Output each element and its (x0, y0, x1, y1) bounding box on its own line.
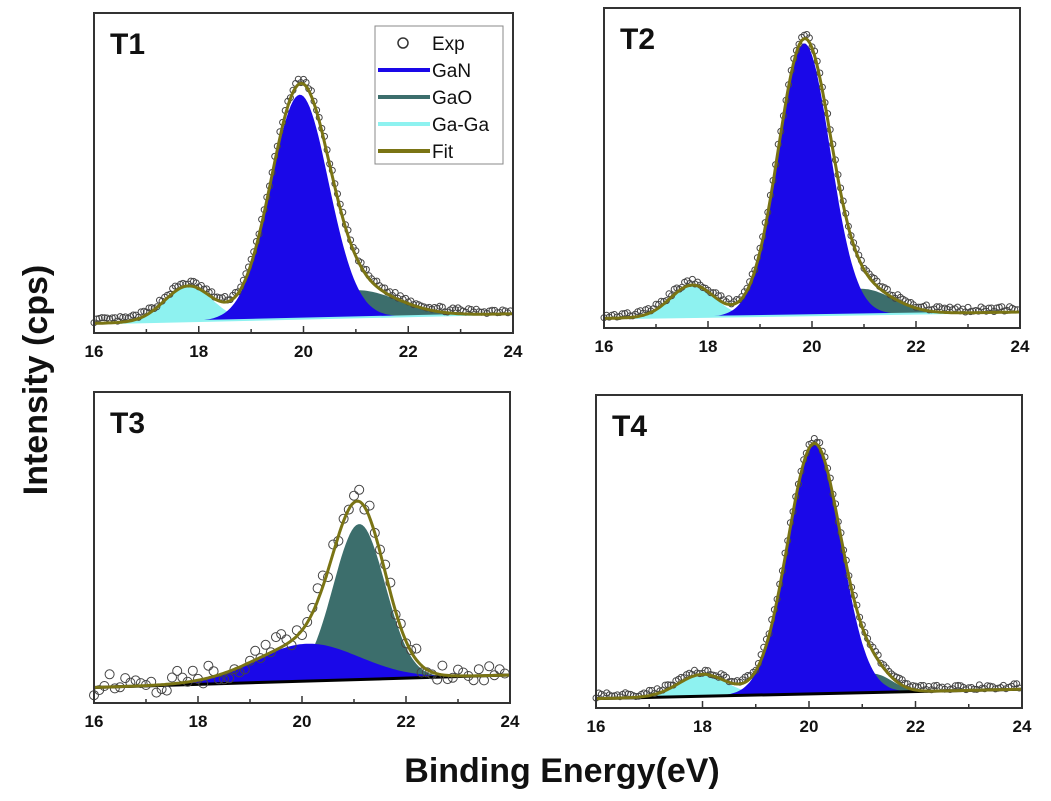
component-gan-area (596, 443, 1022, 699)
component-ga-ga-area (596, 674, 1022, 699)
exp-point (250, 645, 261, 656)
legend: Exp GaN GaO Ga-Ga Fit (374, 25, 504, 165)
exp-point (260, 639, 271, 650)
exp-point (416, 667, 427, 678)
exp-point (135, 678, 146, 689)
x-axis-label: Binding Energy(eV) (404, 752, 719, 790)
exp-point (208, 288, 216, 296)
panel-t4: 16 18 20 22 24 T4 (587, 394, 1032, 736)
exp-point (995, 303, 1003, 311)
exp-point (951, 682, 959, 690)
exp-point (652, 300, 660, 308)
legend-entry: Ga-Ga (432, 115, 489, 136)
fit-line (604, 37, 1020, 320)
component-gan-area (604, 43, 1020, 319)
x-tick-label: 20 (803, 337, 822, 356)
exp-point (161, 685, 172, 696)
exp-point (354, 484, 365, 495)
fit-line (94, 499, 511, 689)
exp-point (203, 660, 214, 671)
exp-point (276, 629, 287, 640)
exp-point (265, 647, 276, 658)
exp-point (473, 664, 484, 675)
exp-point (343, 504, 354, 515)
exp-point (453, 664, 463, 675)
x-tick-label: 22 (399, 342, 418, 361)
x-tick-label: 24 (501, 712, 520, 731)
exp-point (661, 681, 669, 689)
y-axis-label: Intensity (cps) (17, 265, 55, 495)
x-tick-label: 22 (907, 337, 926, 356)
legend-marker-exp (397, 37, 409, 49)
component-gan-area (94, 643, 510, 688)
x-tick-label: 18 (699, 337, 718, 356)
x-tick-label: 24 (1011, 337, 1030, 356)
exp-point (1010, 680, 1018, 688)
background-line (93, 312, 514, 325)
exp-point (229, 664, 240, 675)
x-tick-label: 20 (294, 342, 313, 361)
exp-point (411, 643, 422, 654)
exp-point (219, 674, 229, 685)
exp-point (137, 308, 145, 316)
fit-line (93, 81, 513, 325)
x-tick-label: 18 (189, 342, 208, 361)
exp-point (167, 672, 177, 683)
x-tick-label: 16 (595, 337, 614, 356)
x-tick-label: 24 (504, 342, 523, 361)
x-tick-label: 22 (906, 717, 925, 736)
exp-point (130, 675, 141, 686)
exp-point (151, 687, 162, 698)
legend-entry: GaN (432, 61, 471, 82)
x-tick-label: 16 (85, 342, 104, 361)
panel-label: T4 (612, 410, 647, 443)
exp-point (145, 304, 153, 312)
x-tick-label: 18 (189, 712, 208, 731)
fit-line (596, 441, 1023, 701)
exp-point (484, 661, 495, 672)
panel-label: T3 (110, 407, 145, 440)
exp-point (172, 665, 183, 676)
panel-label: T2 (620, 23, 655, 56)
panel-label: T1 (110, 28, 145, 61)
x-tick-label: 20 (800, 717, 819, 736)
exp-point (224, 673, 235, 684)
exp-point (391, 289, 399, 296)
exp-point (98, 314, 106, 322)
exp-point (447, 672, 458, 683)
x-tick-label: 20 (293, 712, 312, 731)
exp-point (437, 660, 448, 671)
exp-point (645, 686, 653, 694)
panel-t2: 16 18 20 22 24 T2 (595, 7, 1030, 356)
exp-point (271, 632, 281, 643)
legend-entry: Fit (432, 142, 454, 163)
exp-point (883, 285, 891, 293)
exp-point (187, 665, 198, 676)
exp-point (302, 617, 313, 627)
exp-point (349, 490, 359, 501)
legend-entry: GaO (432, 88, 472, 109)
exp-point (104, 669, 115, 680)
x-tick-label: 16 (587, 717, 606, 736)
exp-point (917, 682, 925, 689)
exp-point (108, 314, 116, 322)
panel-t3: 16 18 20 22 24 T3 (85, 391, 520, 731)
x-tick-label: 16 (85, 712, 104, 731)
x-tick-label: 22 (397, 712, 416, 731)
panel-t1: 16 18 20 22 24 T1 Exp GaN GaO Ga-Ga Fit (85, 12, 523, 361)
component-gan-area (94, 94, 513, 324)
x-tick-label: 24 (1013, 717, 1032, 736)
component-gao-area (604, 288, 1020, 319)
legend-entry: Exp (432, 34, 465, 55)
exp-point (101, 314, 108, 322)
component-ga-ga-area (94, 286, 513, 324)
x-tick-label: 18 (693, 717, 712, 736)
